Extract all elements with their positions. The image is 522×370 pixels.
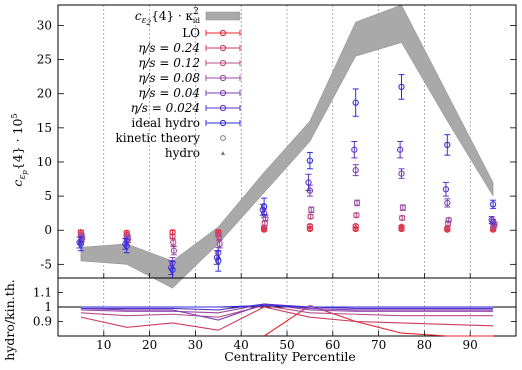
legend-band-label-sub2: id <box>193 16 200 25</box>
legend-label: ideal hydro <box>131 116 200 130</box>
y-tick-label: 15 <box>37 121 52 135</box>
legend-label: hydro <box>165 146 200 160</box>
x-tick-label: 80 <box>417 338 432 352</box>
legend-label: η/s = 0.12 <box>138 56 200 70</box>
legend-label: kinetic theory <box>115 131 200 145</box>
legend-band-label: cε2{4} · κ2 id <box>135 7 200 27</box>
y-tick-label: 5 <box>44 189 52 203</box>
x-tick-label: 10 <box>96 338 111 352</box>
legend-band-label-rest: {4} · κ <box>151 9 193 23</box>
y-tick-label: -5 <box>40 257 52 271</box>
ratio-panel: 0.911.1 10 20 30 40 50 60 70 80 90 <box>33 278 516 352</box>
ratio-y-tick-label: 1.1 <box>33 286 52 300</box>
y-tick-label: 0 <box>44 223 52 237</box>
legend-label: η/s = 0.024 <box>131 101 200 115</box>
x-tick-label: 70 <box>371 338 386 352</box>
ratio-y-axis-label: hydro/kin.th. <box>2 279 17 360</box>
main-y-axis-label: cεp{4} · 105 <box>10 113 29 186</box>
y-tick-label: 25 <box>37 53 52 67</box>
ratio-y-tick-label: 1 <box>44 300 52 314</box>
x-tick-label: 30 <box>188 338 203 352</box>
ratio-y-tick-label: 0.9 <box>33 315 52 329</box>
legend-label: LO <box>182 26 200 40</box>
legend-label: η/s = 0.04 <box>138 86 200 100</box>
legend-label: η/s = 0.24 <box>138 41 200 55</box>
ylabel-rest: {4} · 10 <box>10 118 25 170</box>
legend-label: η/s = 0.08 <box>138 71 200 85</box>
y-tick-label: 20 <box>37 87 52 101</box>
ylabel-c: c <box>10 180 25 187</box>
y-tick-label: 30 <box>37 18 52 32</box>
legend-marker <box>221 151 225 155</box>
y-tick-label: 10 <box>37 155 52 169</box>
x-tick-label: 20 <box>142 338 157 352</box>
x-axis-label: Centrality Percentile <box>224 349 356 364</box>
ratio-line <box>81 306 493 307</box>
x-tick-label: 90 <box>463 338 478 352</box>
ylabel-exp: 5 <box>10 113 19 118</box>
legend-marker <box>221 136 226 141</box>
legend-band-swatch <box>206 12 240 20</box>
